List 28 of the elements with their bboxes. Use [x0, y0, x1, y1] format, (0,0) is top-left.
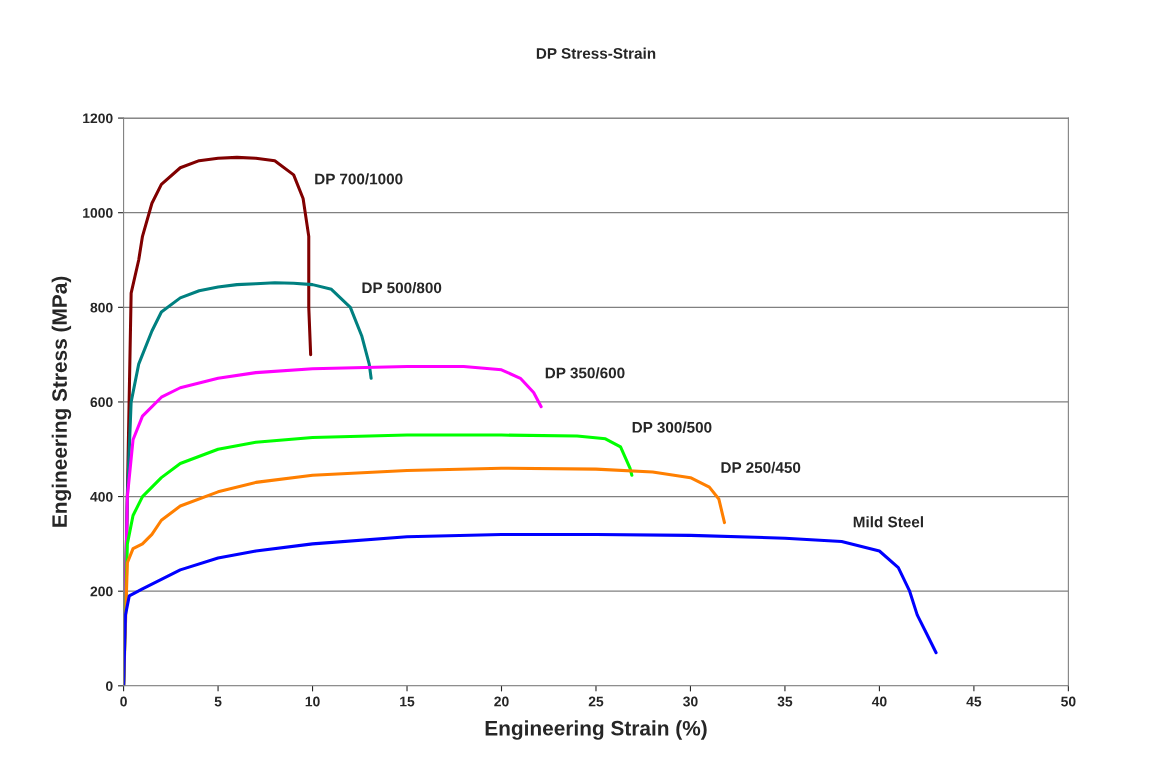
y-tick-label: 200 [90, 586, 113, 597]
x-tick-label: 20 [494, 696, 509, 707]
x-axis-title: Engineering Strain (%) [485, 720, 707, 740]
x-tick-label: 40 [871, 696, 887, 707]
series-label: DP 700/1000 [315, 173, 403, 185]
series-label: DP 350/600 [545, 367, 625, 379]
y-tick-label: 1000 [83, 208, 113, 218]
line-series [123, 532, 938, 686]
x-tick-label: 10 [305, 696, 320, 707]
x-tick-label: 5 [214, 696, 222, 707]
y-tick-label: 800 [90, 302, 113, 313]
x-tick-label: 45 [966, 696, 982, 707]
x-tick-label: 50 [1061, 696, 1076, 707]
y-axis-title: Engineering Stress (MPa) [51, 276, 72, 527]
y-tick-label: 400 [90, 491, 113, 502]
series-label: DP 250/450 [721, 461, 801, 474]
series-label: DP 500/800 [362, 281, 442, 294]
y-tick-label: 0 [105, 681, 113, 691]
x-tick-label: 15 [400, 696, 415, 707]
x-tick-label: 25 [588, 696, 604, 707]
x-tick-label: 0 [120, 696, 127, 707]
chart-title: DP Stress-Strain [536, 47, 656, 59]
series-label: Mild Steel [853, 516, 923, 528]
series-label: DP 300/500 [632, 421, 712, 433]
y-tick-label: 1200 [83, 113, 113, 124]
x-tick-label: 30 [683, 696, 698, 707]
x-tick-label: 35 [777, 696, 793, 707]
y-tick-label: 600 [90, 397, 113, 408]
